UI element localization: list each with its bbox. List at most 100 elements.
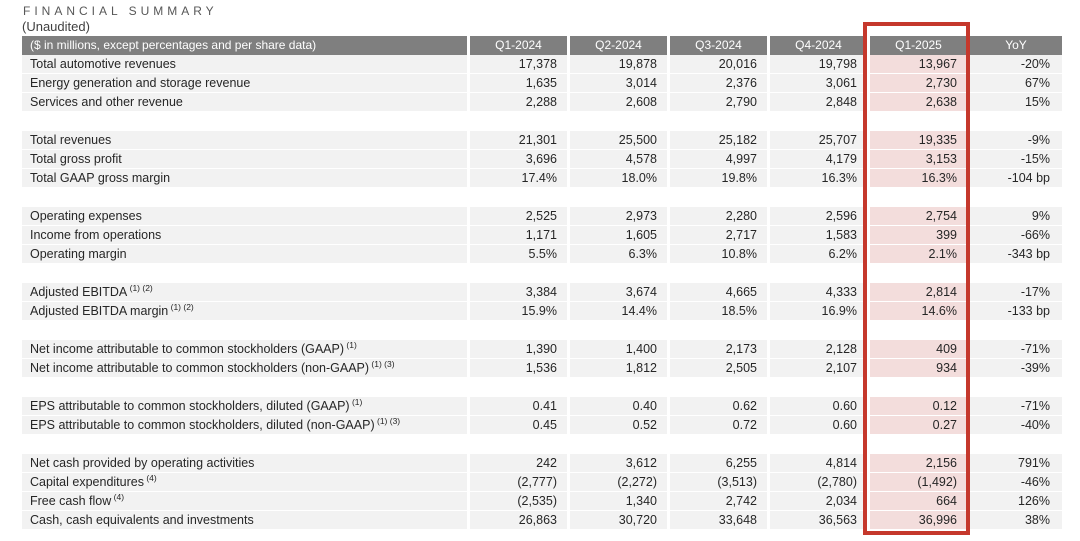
table-header-row: ($ in millions, except percentages and p… [22,36,1062,55]
table-row: Total GAAP gross margin 17.4% 18.0% 19.8… [22,169,1062,188]
row-label-text: Operating expenses [30,209,142,223]
row-label [22,321,467,340]
row-label [22,112,467,131]
row-label [22,435,467,454]
cell-q1-2025: 0.27 [867,416,967,435]
cell-q4-2024 [767,112,867,131]
cell-q2-2024 [567,378,667,397]
cell-yoy [967,188,1062,207]
cell-q2-2024 [567,435,667,454]
cell-q1-2025: 3,153 [867,150,967,169]
cell-q1-2025: 2,754 [867,207,967,226]
cell-q4-2024 [767,188,867,207]
row-label: Total gross profit [22,150,467,169]
financial-summary-table: ($ in millions, except percentages and p… [22,36,1062,530]
row-label: Cash, cash equivalents and investments [22,511,467,530]
row-label-text: Capital expenditures [30,475,144,489]
cell-yoy: -71% [967,397,1062,416]
cell-q2-2024: 1,340 [567,492,667,511]
row-label-footnote: (4) [143,473,157,483]
cell-yoy: -66% [967,226,1062,245]
cell-q1-2025: 934 [867,359,967,378]
cell-q2-2024: 0.52 [567,416,667,435]
table-row: Services and other revenue 2,288 2,608 2… [22,93,1062,112]
cell-q2-2024: 3,014 [567,74,667,93]
cell-q2-2024 [567,188,667,207]
row-label-text: Total gross profit [30,152,122,166]
table-row: Net income attributable to common stockh… [22,340,1062,359]
cell-q1-2025: (1,492) [867,473,967,492]
cell-q3-2024: 2,742 [667,492,767,511]
cell-q4-2024: 1,583 [767,226,867,245]
row-label-text: Free cash flow [30,494,112,508]
cell-q1-2024 [467,112,567,131]
page-title: FINANCIAL SUMMARY [23,4,218,18]
row-label: Net income attributable to common stockh… [22,340,467,359]
cell-yoy: -20% [967,55,1062,74]
cell-q3-2024 [667,112,767,131]
spacer-row [22,321,1062,340]
cell-yoy [967,435,1062,454]
cell-q4-2024: 2,107 [767,359,867,378]
cell-q1-2024 [467,321,567,340]
row-label-footnote: (1) (3) [374,416,401,426]
cell-q2-2024: 6.3% [567,245,667,264]
cell-q1-2024: 21,301 [467,131,567,150]
cell-q4-2024: 0.60 [767,416,867,435]
table-row: Net cash provided by operating activitie… [22,454,1062,473]
cell-q1-2025 [867,321,967,340]
cell-q1-2025 [867,264,967,283]
cell-q3-2024: 2,717 [667,226,767,245]
cell-q3-2024: 18.5% [667,302,767,321]
row-label: Free cash flow (4) [22,492,467,511]
row-label [22,378,467,397]
cell-yoy: -343 bp [967,245,1062,264]
row-label-text: Net income attributable to common stockh… [30,361,370,375]
cell-q1-2025: 0.12 [867,397,967,416]
cell-q4-2024: 2,848 [767,93,867,112]
table-row: EPS attributable to common stockholders,… [22,416,1062,435]
cell-q1-2024 [467,435,567,454]
cell-yoy: 67% [967,74,1062,93]
cell-q3-2024 [667,378,767,397]
cell-q2-2024: 25,500 [567,131,667,150]
cell-yoy: -40% [967,416,1062,435]
cell-q3-2024: 0.62 [667,397,767,416]
cell-q3-2024: 19.8% [667,169,767,188]
cell-q4-2024: 4,814 [767,454,867,473]
cell-q2-2024: 1,605 [567,226,667,245]
cell-q1-2024: 17.4% [467,169,567,188]
cell-q3-2024 [667,321,767,340]
table-row: Total automotive revenues 17,378 19,878 … [22,55,1062,74]
header-units-label: ($ in millions, except percentages and p… [22,36,467,55]
cell-q1-2025: 36,996 [867,511,967,530]
spacer-row [22,435,1062,454]
row-label: Total automotive revenues [22,55,467,74]
cell-q1-2025: 2,156 [867,454,967,473]
cell-q1-2025 [867,435,967,454]
cell-q3-2024 [667,188,767,207]
cell-q2-2024: 1,812 [567,359,667,378]
header-q2-2024: Q2-2024 [567,36,667,55]
cell-q1-2024: (2,777) [467,473,567,492]
table-row: Income from operations 1,171 1,605 2,717… [22,226,1062,245]
cell-q1-2024 [467,264,567,283]
cell-q3-2024: 2,790 [667,93,767,112]
cell-q1-2024: 0.41 [467,397,567,416]
cell-q2-2024: 30,720 [567,511,667,530]
cell-yoy: -9% [967,131,1062,150]
row-label-text: Adjusted EBITDA [30,285,128,299]
spacer-row [22,264,1062,283]
cell-q1-2024: 17,378 [467,55,567,74]
cell-yoy: 126% [967,492,1062,511]
cell-q3-2024: 20,016 [667,55,767,74]
cell-q1-2024: 3,384 [467,283,567,302]
cell-q2-2024: 2,973 [567,207,667,226]
cell-q4-2024: 2,034 [767,492,867,511]
cell-q3-2024 [667,264,767,283]
cell-q2-2024: 0.40 [567,397,667,416]
cell-q2-2024 [567,112,667,131]
cell-q2-2024: 18.0% [567,169,667,188]
cell-yoy [967,378,1062,397]
cell-q2-2024: 14.4% [567,302,667,321]
